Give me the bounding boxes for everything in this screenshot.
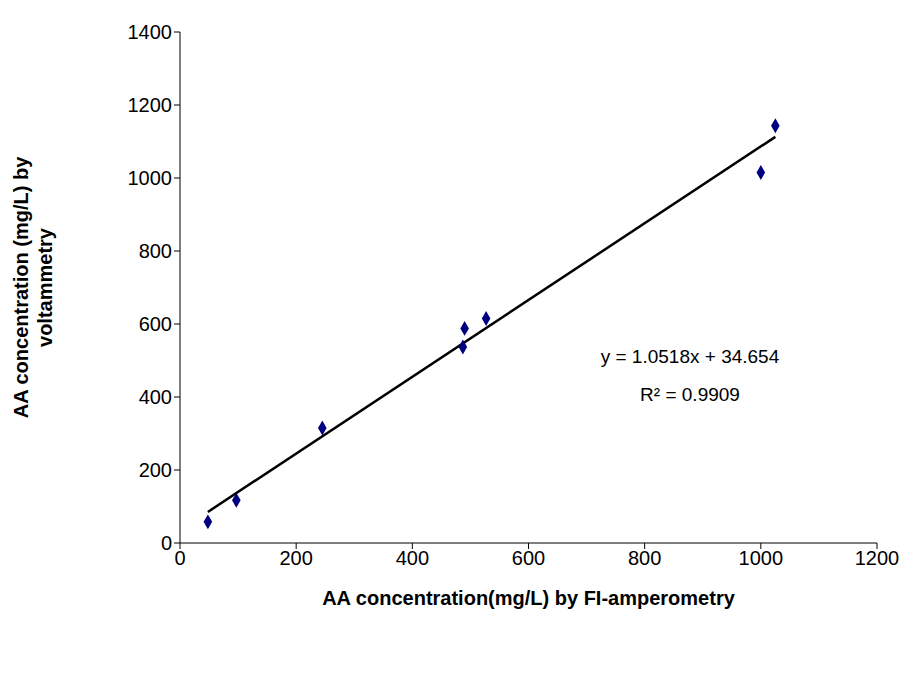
svg-text:1200: 1200 bbox=[855, 547, 900, 569]
svg-text:800: 800 bbox=[139, 240, 172, 262]
svg-text:AA concentration (mg/L) byvolt: AA concentration (mg/L) byvoltammetry bbox=[10, 156, 56, 418]
svg-text:200: 200 bbox=[139, 459, 172, 481]
svg-text:400: 400 bbox=[139, 386, 172, 408]
svg-text:0: 0 bbox=[161, 532, 172, 554]
svg-text:200: 200 bbox=[279, 547, 312, 569]
svg-text:AA concentration(mg/L) by FI-a: AA concentration(mg/L) by FI-amperometry bbox=[322, 587, 736, 609]
html-text:R² = 0.9909: R² = 0.9909 bbox=[640, 384, 740, 405]
svg-text:600: 600 bbox=[139, 313, 172, 335]
svg-text:800: 800 bbox=[628, 547, 661, 569]
svg-text:1000: 1000 bbox=[128, 167, 173, 189]
svg-text:400: 400 bbox=[396, 547, 429, 569]
svg-text:0: 0 bbox=[174, 547, 185, 569]
svg-text:1400: 1400 bbox=[128, 21, 173, 43]
html-text:y = 1.0518x + 34.654: y = 1.0518x + 34.654 bbox=[600, 346, 780, 367]
svg-text:1200: 1200 bbox=[128, 94, 173, 116]
svg-text:600: 600 bbox=[512, 547, 545, 569]
svg-text:1000: 1000 bbox=[739, 547, 784, 569]
